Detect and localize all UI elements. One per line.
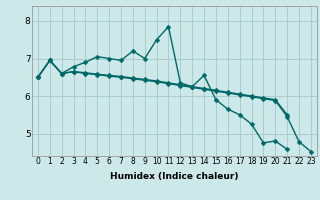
X-axis label: Humidex (Indice chaleur): Humidex (Indice chaleur) — [110, 172, 239, 181]
